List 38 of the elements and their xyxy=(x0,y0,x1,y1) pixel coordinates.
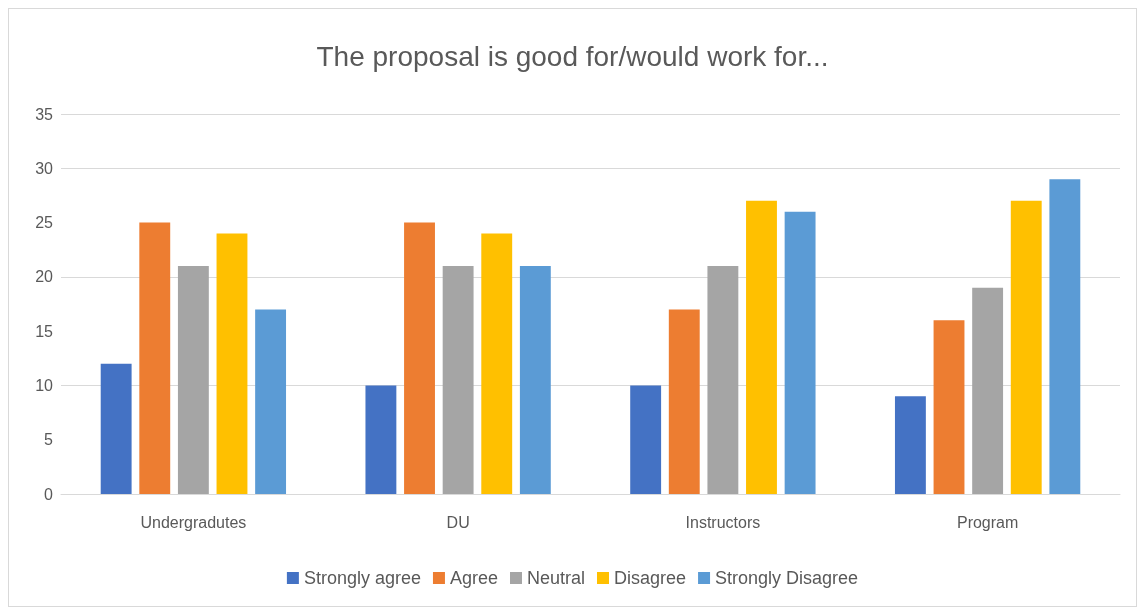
legend-label: Agree xyxy=(449,568,498,588)
y-tick-label: 5 xyxy=(44,431,54,449)
bar xyxy=(481,233,513,494)
bar xyxy=(519,266,551,494)
legend-label: Disagree xyxy=(614,568,687,588)
bar xyxy=(100,363,132,494)
bar xyxy=(216,233,248,494)
bar xyxy=(442,266,474,494)
x-tick-label: DU xyxy=(446,513,470,531)
legend-label: Neutral xyxy=(526,568,586,588)
legend-label: Strongly agree xyxy=(303,568,421,588)
y-tick-label: 30 xyxy=(35,159,54,177)
legend-label: Strongly Disagree xyxy=(715,568,859,588)
bar xyxy=(255,309,287,494)
y-tick-label: 20 xyxy=(35,268,54,286)
bar xyxy=(668,309,700,494)
y-tick-label: 25 xyxy=(35,214,54,232)
bar xyxy=(1010,200,1042,494)
bar xyxy=(630,385,662,494)
bar xyxy=(707,266,739,494)
y-tick-label: 35 xyxy=(35,105,54,123)
bar xyxy=(177,266,209,494)
x-tick-label: Undergradutes xyxy=(140,513,247,531)
bar xyxy=(894,396,926,494)
y-tick-label: 10 xyxy=(35,376,54,394)
bar xyxy=(972,287,1004,494)
bar xyxy=(404,222,435,494)
bar xyxy=(746,200,777,494)
y-tick-label: 15 xyxy=(35,322,54,340)
bar xyxy=(365,385,397,494)
bar xyxy=(139,222,171,494)
bar xyxy=(784,211,816,494)
y-tick-label: 0 xyxy=(44,485,54,503)
bar xyxy=(933,320,965,494)
chart-title: The proposal is good for/would work for... xyxy=(316,40,829,72)
bar xyxy=(1049,179,1081,494)
x-tick-label: Program xyxy=(956,513,1019,531)
x-tick-label: Instructors xyxy=(685,513,761,531)
